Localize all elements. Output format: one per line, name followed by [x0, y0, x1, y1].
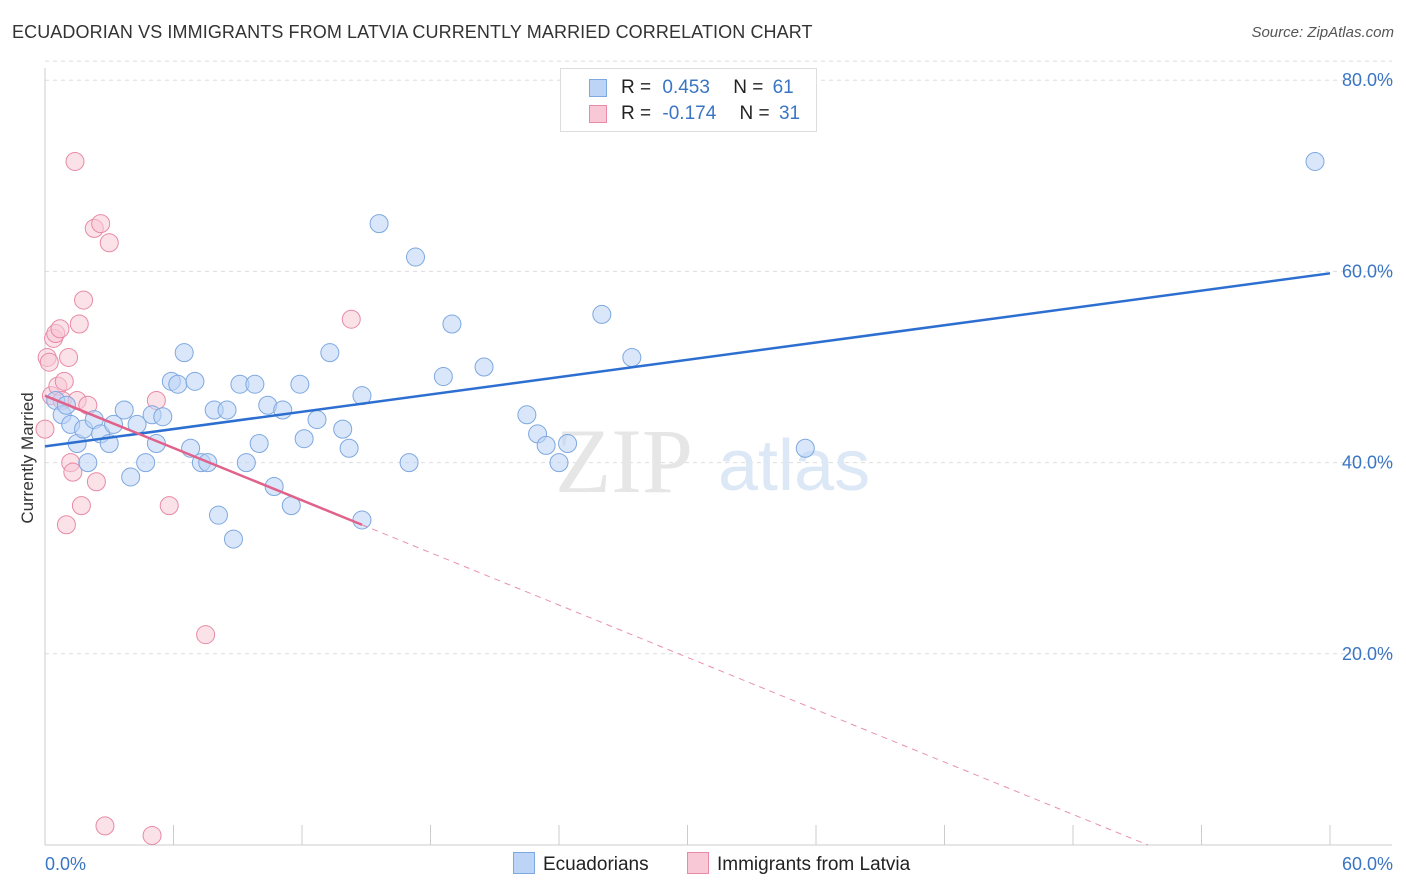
bottom-legend-label-latvia: Immigrants from Latvia [717, 854, 911, 875]
bottom-legend-ecuadorians[interactable]: Ecuadorians [513, 852, 649, 876]
data-point-latvia [54, 371, 74, 391]
source-label: Source: ZipAtlas.com [1251, 24, 1394, 41]
data-point-latvia [196, 625, 216, 645]
data-point-latvia [91, 214, 111, 234]
legend-n-value-ecuadorians: 61 [772, 77, 794, 98]
axes [44, 68, 1392, 846]
watermark-atlas: atlas [718, 426, 870, 506]
data-point-ecuadorians [78, 453, 98, 473]
data-point-ecuadorians [249, 433, 269, 453]
data-point-ecuadorians [223, 529, 243, 549]
data-point-ecuadorians [121, 467, 141, 487]
data-point-ecuadorians [174, 343, 194, 363]
data-point-ecuadorians [236, 453, 256, 473]
data-point-ecuadorians [217, 400, 237, 420]
y-tick-label: 60.0% [1342, 261, 1393, 281]
data-point-latvia [39, 352, 59, 372]
data-point-ecuadorians [369, 214, 389, 234]
data-point-latvia [159, 496, 179, 516]
data-point-ecuadorians [153, 407, 173, 427]
legend-n-label: N = [739, 103, 770, 124]
legend-n-value-latvia: 31 [778, 103, 801, 124]
data-point-latvia [63, 462, 83, 482]
data-point-ecuadorians [399, 453, 419, 473]
legend-r-label: R = [621, 103, 652, 124]
bottom-legend-label-ecuadorians: Ecuadorians [543, 854, 649, 875]
legend-r-label: R = [621, 77, 652, 98]
data-point-ecuadorians [168, 374, 188, 394]
data-point-ecuadorians [208, 505, 228, 525]
legend-swatch-ecuadorians [589, 79, 607, 97]
y-tick-label: 40.0% [1342, 453, 1393, 473]
correlation-legend: R = 0.453 N = 61 R = -0.174 N = 31 [560, 68, 817, 132]
series-ecuadorians-points [46, 151, 1325, 549]
data-point-latvia [74, 290, 94, 310]
data-point-latvia [69, 314, 89, 334]
tick-labels: 20.0% 40.0% 60.0% 80.0% 0.0% 60.0% [45, 70, 1393, 874]
data-point-latvia [35, 419, 55, 439]
data-point-latvia [99, 233, 119, 253]
x-tick-label: 60.0% [1342, 854, 1393, 874]
x-tick-label: 0.0% [45, 854, 86, 874]
trend-line-latvia-extension [361, 524, 1149, 846]
data-point-latvia [56, 515, 76, 535]
data-point-latvia [341, 309, 361, 329]
y-tick-label: 20.0% [1342, 644, 1393, 664]
data-point-ecuadorians [474, 357, 494, 377]
data-point-ecuadorians [290, 374, 310, 394]
series-latvia-points [35, 151, 361, 845]
y-tick-label: 80.0% [1342, 70, 1393, 90]
data-point-ecuadorians [1305, 151, 1325, 171]
data-point-ecuadorians [549, 453, 569, 473]
data-point-ecuadorians [442, 314, 462, 334]
grid-lines [45, 60, 1392, 655]
data-point-ecuadorians [352, 510, 372, 530]
data-point-latvia [59, 347, 79, 367]
legend-r-value-latvia: -0.174 [662, 103, 717, 124]
data-point-latvia [65, 151, 85, 171]
data-point-ecuadorians [517, 405, 537, 425]
data-point-ecuadorians [185, 371, 205, 391]
chart-title: ECUADORIAN VS IMMIGRANTS FROM LATVIA CUR… [12, 22, 813, 42]
data-point-ecuadorians [245, 374, 265, 394]
data-point-ecuadorians [558, 433, 578, 453]
data-point-latvia [71, 496, 91, 516]
data-point-ecuadorians [136, 453, 156, 473]
data-point-ecuadorians [536, 435, 556, 455]
trend-line-latvia [44, 394, 363, 526]
bottom-legend-swatch-ecuadorians [513, 852, 535, 874]
data-point-latvia [50, 319, 70, 339]
data-point-latvia [86, 472, 106, 492]
data-point-ecuadorians [294, 429, 314, 449]
legend-r-value-ecuadorians: 0.453 [662, 77, 710, 98]
data-point-ecuadorians [592, 304, 612, 324]
data-point-latvia [142, 825, 162, 845]
data-point-ecuadorians [433, 367, 453, 387]
legend-n-label: N = [733, 77, 764, 98]
data-point-ecuadorians [339, 438, 359, 458]
data-point-ecuadorians [622, 347, 642, 367]
y-axis-label: Currently Married [18, 392, 37, 523]
data-point-ecuadorians [795, 438, 815, 458]
data-point-ecuadorians [406, 247, 426, 267]
watermark-zip: ZIP [555, 410, 693, 512]
bottom-legend-latvia[interactable]: Immigrants from Latvia [687, 852, 910, 876]
watermark: ZIP atlas [555, 410, 870, 512]
legend-swatch-latvia [589, 105, 607, 123]
trend-lines [44, 272, 1331, 846]
data-point-latvia [95, 816, 115, 836]
data-point-ecuadorians [307, 410, 327, 430]
data-point-ecuadorians [320, 343, 340, 363]
data-point-ecuadorians [114, 400, 134, 420]
bottom-legend-swatch-latvia [687, 852, 709, 874]
trend-line-ecuadorians [44, 272, 1331, 448]
data-point-ecuadorians [333, 419, 353, 439]
